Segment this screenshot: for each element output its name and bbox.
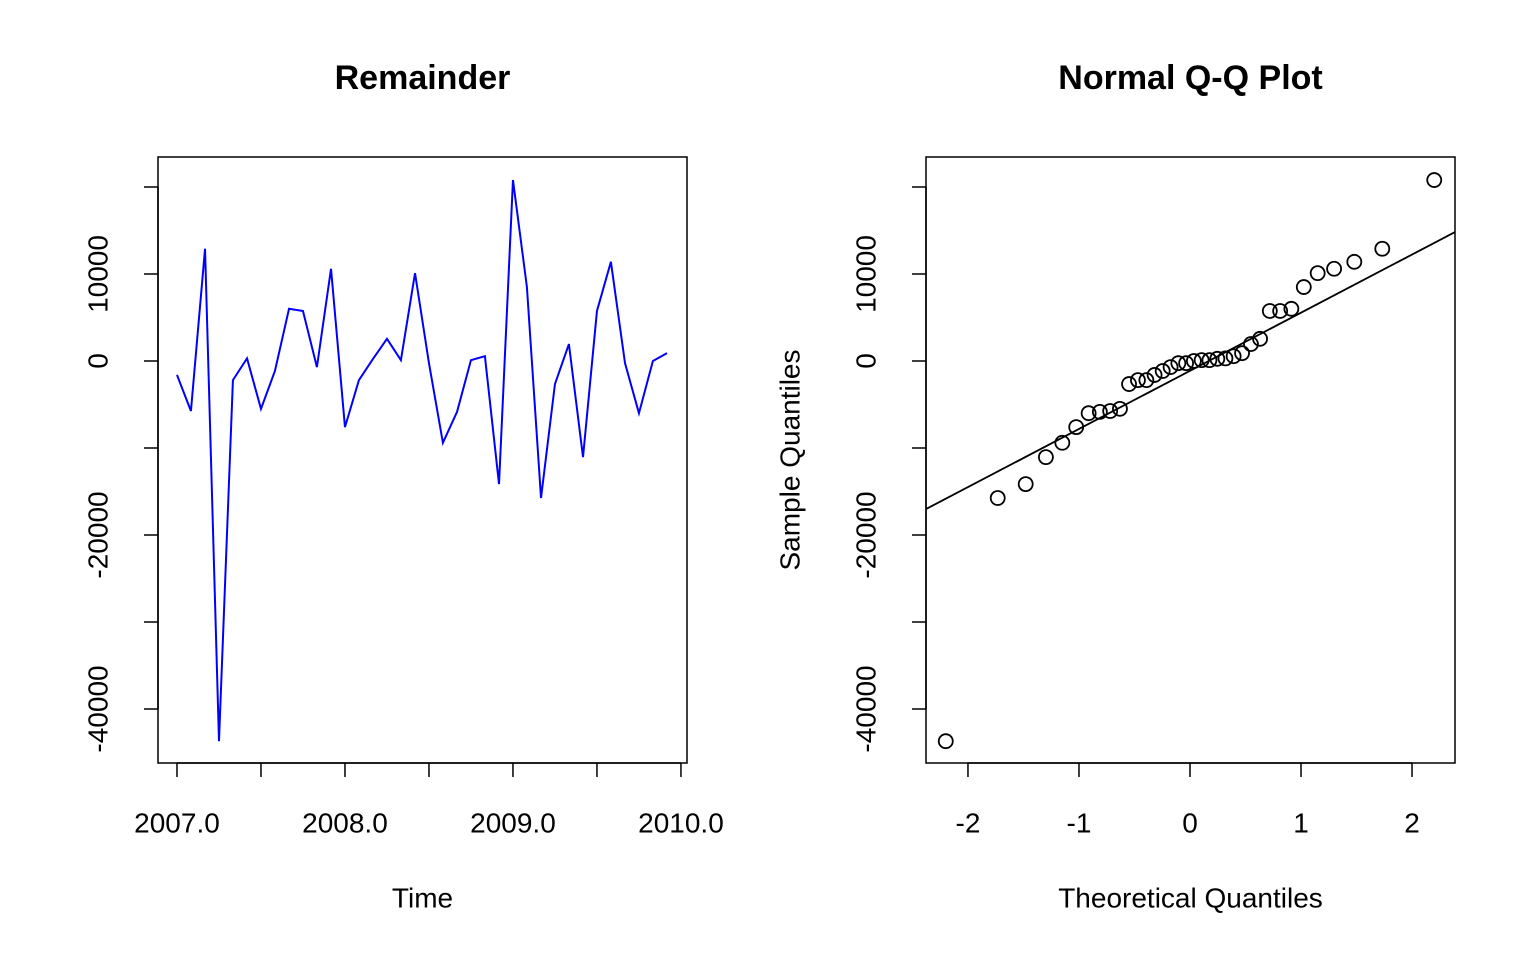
x-tick-label: 2008.0 <box>302 807 388 838</box>
data-point <box>1068 419 1085 436</box>
data-point <box>1234 345 1250 362</box>
x-tick-label: -1 <box>1067 807 1092 838</box>
data-point <box>1193 352 1210 369</box>
data-point <box>1283 300 1300 317</box>
x-tick-label: 2009.0 <box>470 807 556 838</box>
data-line <box>176 179 668 742</box>
data-point <box>1037 449 1054 466</box>
x-tick-label: 0 <box>1182 807 1198 838</box>
data-point <box>1185 353 1202 369</box>
data-point <box>1102 403 1119 419</box>
data-point <box>1374 240 1391 257</box>
x-axis-label: Time <box>392 882 453 913</box>
y-tick-label: -40000 <box>82 665 113 752</box>
x-tick-label: 1 <box>1293 807 1309 838</box>
y-tick-label: 0 <box>82 353 113 369</box>
data-point <box>1217 350 1234 367</box>
data-point <box>1054 434 1071 451</box>
x-tick-label: -2 <box>956 807 981 838</box>
data-point <box>1178 355 1195 372</box>
data-point <box>1154 363 1171 379</box>
data-point <box>1130 372 1146 389</box>
data-point <box>937 733 954 750</box>
data-point <box>1309 265 1326 282</box>
data-point <box>1252 330 1268 347</box>
data-point <box>1346 253 1363 270</box>
data-point <box>1112 400 1128 417</box>
data-point <box>1209 350 1226 367</box>
y-tick-label: 10000 <box>850 235 881 313</box>
y-axis-label: Sample Quantiles <box>774 349 805 570</box>
data-point <box>1170 355 1187 372</box>
y-tick-label: 10000 <box>82 235 113 313</box>
data-point <box>1326 260 1343 277</box>
data-point <box>1080 405 1097 422</box>
x-axis-label: Theoretical Quantiles <box>1058 882 1323 913</box>
chart-title: Remainder <box>335 59 511 97</box>
data-point <box>1146 367 1163 383</box>
data-point <box>1201 352 1218 369</box>
data-point <box>1091 403 1108 420</box>
x-tick-label: 2 <box>1404 807 1420 838</box>
data-point <box>1225 348 1242 365</box>
data-point <box>989 490 1006 506</box>
x-tick-label: 2010.0 <box>638 807 724 838</box>
data-point <box>1272 303 1289 319</box>
y-tick-label: -20000 <box>82 491 113 578</box>
y-tick-label: -40000 <box>850 665 881 752</box>
y-tick-label: 0 <box>850 353 881 369</box>
data-point <box>1121 376 1137 392</box>
x-tick-label: 2007.0 <box>134 807 220 838</box>
y-tick-label: -20000 <box>850 491 881 578</box>
data-point <box>1295 279 1312 295</box>
data-point <box>1162 359 1179 375</box>
plot-frame <box>157 156 688 764</box>
data-point <box>1261 303 1278 319</box>
reference-line <box>925 231 1456 510</box>
data-point <box>1017 476 1034 493</box>
chart-title: Normal Q-Q Plot <box>1058 59 1322 97</box>
data-point <box>1426 172 1443 188</box>
data-point <box>1138 372 1155 389</box>
data-point <box>1243 336 1259 352</box>
